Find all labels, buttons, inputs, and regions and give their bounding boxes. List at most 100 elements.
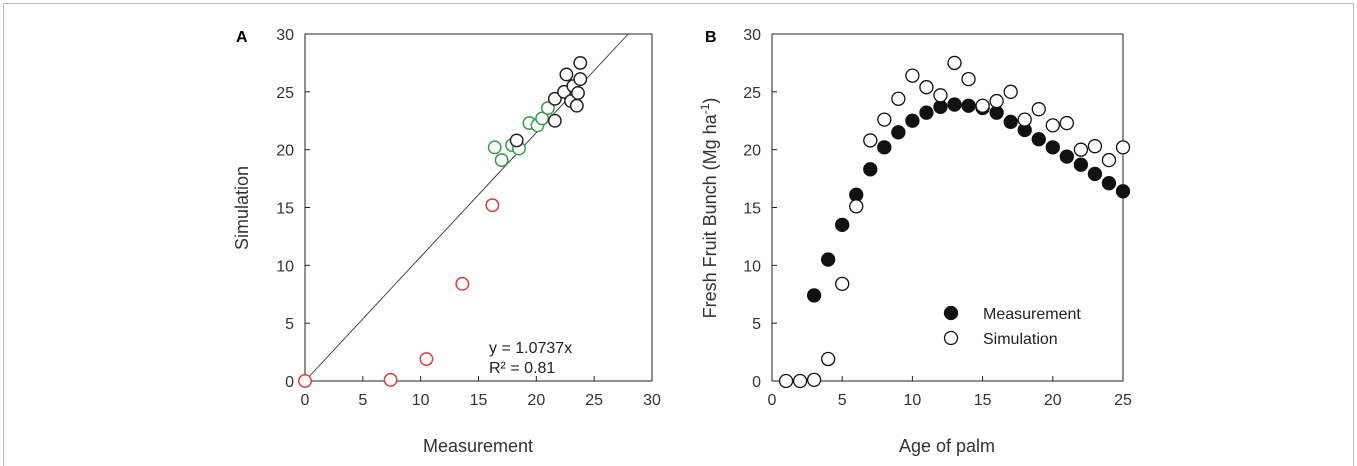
panel-a-x-tick-label-0: 0 <box>301 392 310 409</box>
panel-a-point-s2-10 <box>573 55 588 70</box>
panel-b-point-simulation-16 <box>1003 84 1018 99</box>
panel-a-x-tick-label-25: 25 <box>585 392 603 409</box>
panel-a-y-tick-label-10: 10 <box>276 258 294 275</box>
panel-b-y-tick-label-0: 0 <box>752 374 761 391</box>
panel-b-point-simulation-3 <box>821 351 836 367</box>
panel-a-point-s2-0 <box>509 133 524 148</box>
panel-a-ticks: 0 5 10 15 20 25 30 0 5 10 15 20 25 30 <box>276 27 661 409</box>
panel-b-point-simulation-9 <box>905 68 920 83</box>
regression-equation: y = 1.0737x <box>489 340 572 357</box>
panel-b-point-measurement-0 <box>806 288 822 303</box>
panel-a-point-s1-1 <box>494 153 509 168</box>
panel-a-point-s0-3 <box>455 276 470 291</box>
panel-b-point-measurement-16 <box>1031 132 1046 147</box>
r-squared-label: R² = 0.81 <box>489 360 555 377</box>
panel-a-y-tick-label-30: 30 <box>276 27 294 44</box>
panel-a-point-s1-0 <box>487 140 502 155</box>
panel-b-point-simulation-19 <box>1045 118 1060 133</box>
panel-b-point-measurement-19 <box>1073 157 1089 172</box>
panel-b-point-simulation-0 <box>778 373 794 389</box>
panel-a-y-axis-label: Simulation <box>232 166 252 250</box>
panel-a-point-s0-0 <box>298 374 312 388</box>
panel-b-point-measurement-4 <box>863 162 878 177</box>
panel-a-point-s2-4 <box>559 67 574 82</box>
panel-b-point-measurement-5 <box>877 140 892 155</box>
panel-b-x-tick-label-10: 10 <box>904 392 922 409</box>
panel-b-y-axis-label: Fresh Fruit Bunch (Mg ha-1) <box>698 98 720 319</box>
panel-b-y-tick-label-20: 20 <box>743 143 761 160</box>
panel-b-point-simulation-7 <box>877 112 892 127</box>
panel-b-y-tick-label-5: 5 <box>752 316 761 333</box>
panel-a-point-s2-2 <box>547 91 562 106</box>
panel-b-y-tick-label-10: 10 <box>743 258 761 275</box>
panel-b-x-tick-label-25: 25 <box>1114 392 1132 409</box>
panel-b-point-measurement-22 <box>1115 184 1131 199</box>
panel-b-point-simulation-18 <box>1031 102 1046 117</box>
panel-b-point-simulation-10 <box>919 80 934 95</box>
panel-b-x-tick-label-15: 15 <box>974 392 992 409</box>
panel-a-point-s2-7 <box>569 98 584 113</box>
panel-a-point-s2-8 <box>571 86 585 100</box>
panel-a-point-s0-4 <box>485 198 500 213</box>
panel-b-point-simulation-13 <box>961 71 976 87</box>
panel-a: A 0 5 10 15 20 25 30 0 5 10 15 20 25 30 y = 1.0737x R… <box>232 27 661 456</box>
panel-a-label: A <box>236 29 248 46</box>
panel-a-y-tick-label-0: 0 <box>285 374 294 391</box>
panel-b-point-simulation-14 <box>975 98 990 113</box>
panel-b-point-simulation-6 <box>863 133 878 148</box>
panel-b-x-axis-label: Age of palm <box>899 436 995 456</box>
panel-b-ticks: 0 5 10 15 20 25 0 5 10 15 20 25 30 <box>743 27 1132 409</box>
panel-b-point-simulation-22 <box>1087 139 1103 154</box>
panel-b-point-measurement-10 <box>947 97 962 112</box>
panel-a-point-s2-1 <box>547 113 562 128</box>
panel-b-point-measurement-2 <box>835 217 850 233</box>
panel-a-point-s2-9 <box>573 72 588 87</box>
panel-b-point-measurement-17 <box>1045 140 1060 155</box>
panel-b-point-simulation-20 <box>1059 115 1074 131</box>
panel-a-x-tick-label-10: 10 <box>412 392 430 409</box>
panel-b-point-simulation-15 <box>989 93 1004 109</box>
panel-a-y-tick-label-15: 15 <box>276 201 294 218</box>
panel-b-x-tick-label-20: 20 <box>1044 392 1062 409</box>
panel-b-point-simulation-8 <box>891 91 906 106</box>
panel-b-point-measurement-11 <box>961 98 976 113</box>
panel-a-point-s0-1 <box>383 372 398 387</box>
panel-b-point-simulation-11 <box>933 88 948 103</box>
panel-b-points <box>778 55 1131 389</box>
panel-b-point-simulation-23 <box>1101 152 1117 168</box>
panel-a-x-tick-label-20: 20 <box>527 392 545 409</box>
panel-a-points <box>298 55 588 388</box>
panel-b-x-tick-label-5: 5 <box>838 392 847 409</box>
panel-b-label: B <box>705 29 717 46</box>
panel-b: B 0 5 10 15 20 25 0 5 10 15 20 25 30 Measurement Sim… <box>698 27 1132 456</box>
panel-b-point-simulation-12 <box>947 55 962 71</box>
panel-a-x-tick-label-5: 5 <box>358 392 367 409</box>
panel-a-plot-area <box>304 33 653 382</box>
panel-a-y-tick-label-5: 5 <box>285 316 294 333</box>
panel-b-point-measurement-18 <box>1059 149 1074 164</box>
panel-b-point-simulation-17 <box>1017 112 1032 127</box>
panel-b-point-measurement-20 <box>1087 166 1103 182</box>
panel-b-y-tick-label-25: 25 <box>743 85 761 102</box>
panel-b-point-measurement-14 <box>1003 114 1018 130</box>
panel-a-point-s0-2 <box>419 352 434 366</box>
panel-a-y-tick-label-20: 20 <box>276 143 294 160</box>
panel-b-point-measurement-7 <box>905 113 920 128</box>
panel-a-x-tick-label-30: 30 <box>643 392 661 409</box>
legend-label-measurement: Measurement <box>983 306 1081 323</box>
panel-a-x-tick-label-15: 15 <box>470 392 488 409</box>
panel-b-point-measurement-21 <box>1101 176 1117 191</box>
legend-marker-simulation <box>943 330 959 346</box>
panel-b-point-simulation-21 <box>1073 142 1089 157</box>
panel-b-point-simulation-1 <box>792 373 808 389</box>
panel-b-y-tick-label-15: 15 <box>743 201 761 218</box>
panel-b-point-simulation-5 <box>849 199 864 214</box>
legend: Measurement Simulation <box>943 305 1081 348</box>
legend-label-simulation: Simulation <box>983 331 1058 348</box>
panel-b-y-tick-label-30: 30 <box>743 27 761 44</box>
panel-a-point-s1-7 <box>540 101 555 115</box>
figure-frame <box>3 3 1354 466</box>
panel-b-point-simulation-2 <box>806 372 822 387</box>
panel-b-plot-area <box>771 33 1124 382</box>
